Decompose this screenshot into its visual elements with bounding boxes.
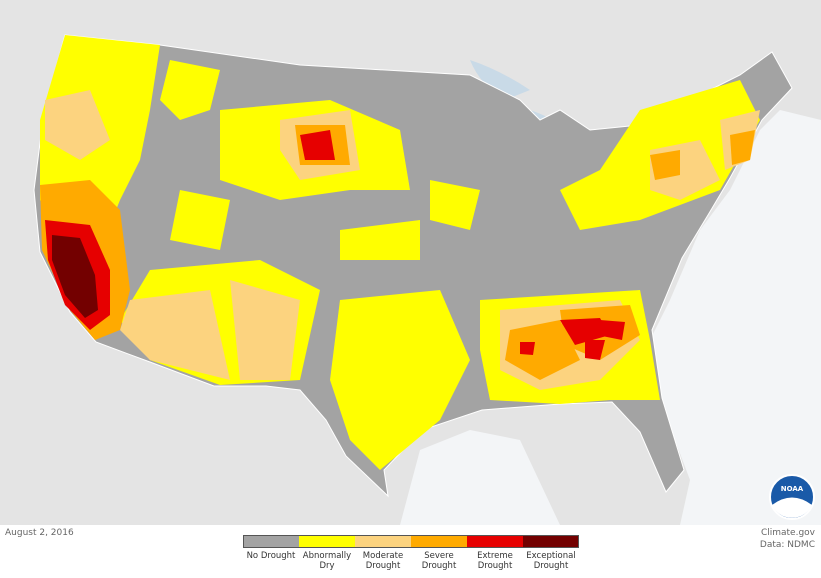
- logo-text: NOAA: [781, 485, 804, 493]
- legend-swatch: [355, 535, 411, 548]
- legend-label: Severe Drought: [421, 551, 457, 571]
- legend-swatch: [243, 535, 299, 548]
- legend-item: Extreme Drought: [467, 535, 523, 571]
- drought-map: NOAA: [0, 0, 821, 525]
- legend-item: No Drought: [243, 535, 299, 571]
- legend-swatch: [467, 535, 523, 548]
- legend-swatch: [299, 535, 355, 548]
- legend-item: Exceptional Drought: [523, 535, 579, 571]
- legend-label: No Drought: [246, 551, 296, 561]
- source: Data: NDMC: [759, 540, 815, 550]
- legend-item: Abnormally Dry: [299, 535, 355, 571]
- noaa-logo: NOAA: [769, 474, 815, 520]
- legend-label: Exceptional Drought: [526, 551, 576, 571]
- map-date: August 2, 2016: [5, 528, 74, 538]
- exceptional-drought-area: [52, 235, 98, 318]
- legend-swatch: [411, 535, 467, 548]
- legend-label: Moderate Drought: [362, 551, 404, 571]
- legend-label: Extreme Drought: [477, 551, 513, 571]
- legend-item: Moderate Drought: [355, 535, 411, 571]
- logo-wave: [772, 497, 812, 518]
- legend-label: Abnormally Dry: [302, 551, 352, 571]
- credit: Climate.gov: [760, 528, 815, 538]
- legend-swatch: [523, 535, 579, 548]
- legend: No Drought Abnormally Dry Moderate Drought…: [243, 535, 579, 571]
- legend-item: Severe Drought: [411, 535, 467, 571]
